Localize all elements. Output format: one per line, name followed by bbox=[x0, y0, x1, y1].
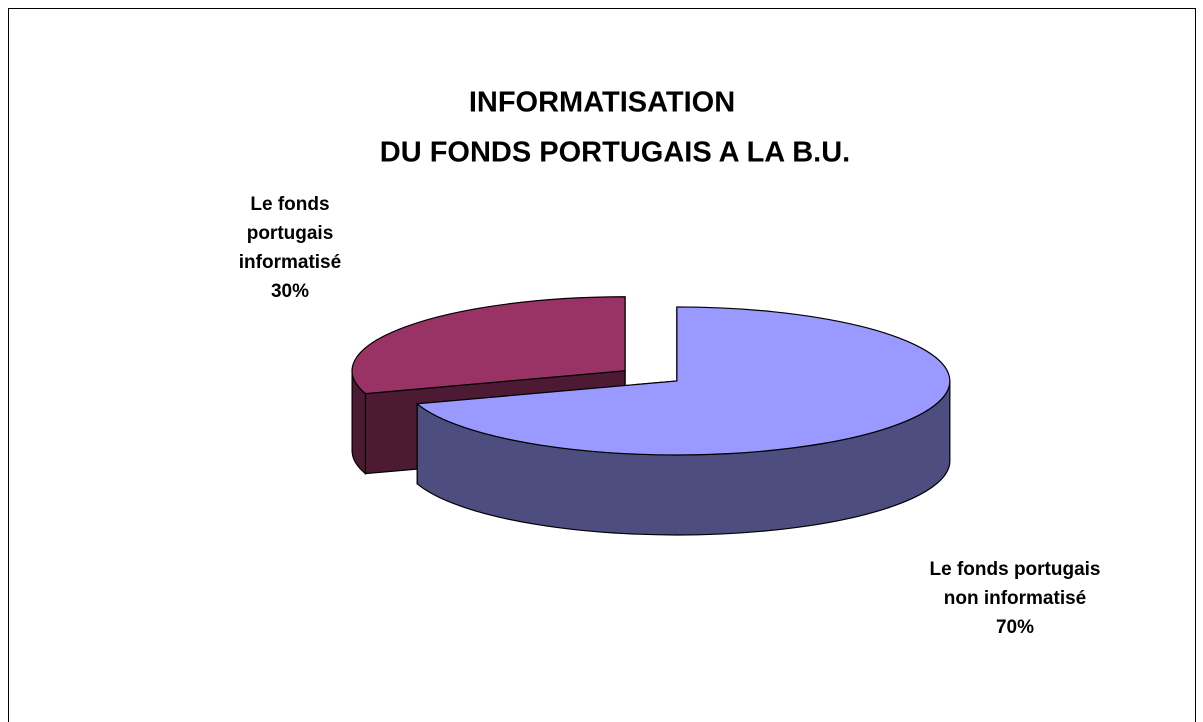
slice-value-label: 70% bbox=[995, 617, 1035, 638]
slice-label: Le fonds portugais informatisé 30% bbox=[195, 190, 385, 306]
slice-name: Le fonds portugais non informatisé bbox=[929, 559, 1101, 609]
chart-border bbox=[8, 8, 1196, 722]
slice-name: Le fonds portugais informatisé bbox=[238, 194, 342, 273]
chart-title: DU FONDS PORTUGAIS A LA B.U. bbox=[380, 137, 850, 169]
slice bbox=[351, 296, 626, 395]
slice bbox=[415, 306, 951, 456]
slice-label: Le fonds portugais non informatisé 70% bbox=[920, 555, 1110, 642]
chart-title: INFORMATISATION bbox=[469, 87, 735, 119]
slice-value-label: 30% bbox=[270, 281, 310, 302]
